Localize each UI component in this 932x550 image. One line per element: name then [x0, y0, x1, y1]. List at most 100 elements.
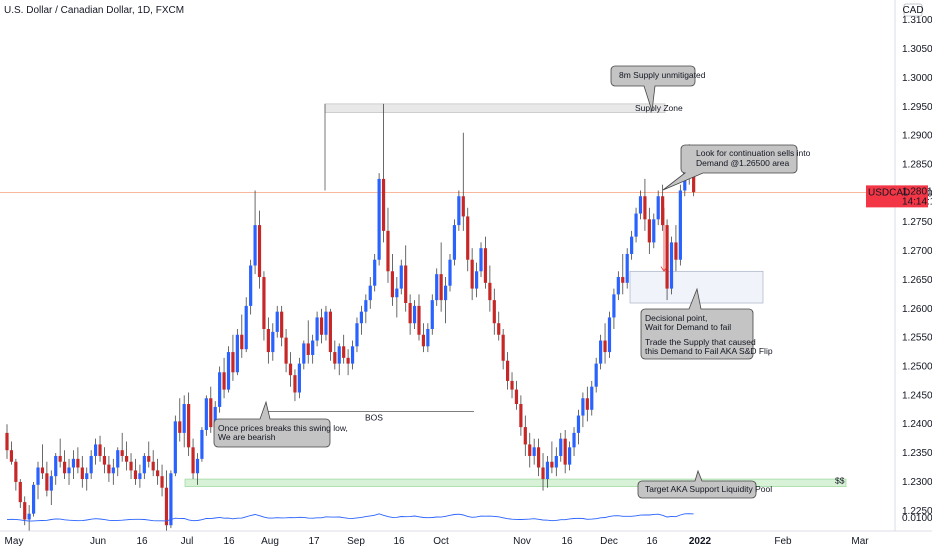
- candle-body[interactable]: [5, 432, 9, 451]
- candle-body[interactable]: [240, 334, 244, 350]
- candle-body[interactable]: [209, 398, 213, 428]
- y-axis-ticks[interactable]: 1.22500 1.23000 1.23500 1.24000 1.24500 1.250…: [902, 15, 932, 524]
- candle-body[interactable]: [151, 461, 155, 471]
- candle-body[interactable]: [381, 178, 386, 231]
- candle-body[interactable]: [337, 346, 341, 364]
- candle-body[interactable]: [483, 248, 488, 283]
- candle-body[interactable]: [399, 265, 403, 289]
- candle-body[interactable]: [98, 444, 102, 456]
- candle-body[interactable]: [147, 455, 151, 462]
- candle-body[interactable]: [550, 461, 554, 468]
- candle-body[interactable]: [306, 343, 310, 355]
- candle-body[interactable]: [195, 458, 200, 474]
- candle-body[interactable]: [9, 450, 14, 462]
- candle-body[interactable]: [443, 285, 448, 301]
- candle-body[interactable]: [120, 450, 124, 456]
- candle-body[interactable]: [129, 461, 133, 471]
- candle-body[interactable]: [169, 473, 173, 526]
- candle-body[interactable]: [408, 303, 412, 324]
- candle-body[interactable]: [293, 375, 297, 393]
- candle-body[interactable]: [76, 458, 80, 468]
- candle-body[interactable]: [390, 271, 395, 298]
- candle-body[interactable]: [643, 196, 647, 220]
- candle-body[interactable]: [111, 467, 115, 474]
- candle-body[interactable]: [674, 242, 678, 260]
- candle-body[interactable]: [40, 467, 45, 474]
- liquidity-zone[interactable]: [184, 478, 847, 487]
- decision-note[interactable]: Decisional point, Wait for Demand to fai…: [640, 287, 773, 360]
- candle-body[interactable]: [49, 476, 53, 491]
- candle-body[interactable]: [319, 317, 324, 335]
- candle-body[interactable]: [133, 470, 138, 480]
- candle-body[interactable]: [204, 398, 208, 430]
- candle-body[interactable]: [160, 476, 164, 488]
- candle-body[interactable]: [417, 305, 421, 335]
- candle-body[interactable]: [421, 334, 426, 347]
- candle-body[interactable]: [599, 340, 603, 364]
- candle-body[interactable]: [581, 398, 585, 416]
- candle-body[interactable]: [634, 213, 638, 237]
- supply-zone[interactable]: [324, 103, 666, 113]
- candle-body[interactable]: [164, 487, 169, 526]
- candle-body[interactable]: [377, 178, 381, 260]
- candle-body[interactable]: [492, 300, 496, 324]
- candle-body[interactable]: [107, 464, 111, 474]
- candle-body[interactable]: [36, 467, 40, 485]
- candle-body[interactable]: [116, 450, 120, 468]
- candle-body[interactable]: [346, 357, 350, 364]
- candle-body[interactable]: [426, 328, 430, 347]
- target-note[interactable]: Target AKA Support Liquidity Pool: [637, 469, 772, 499]
- candle-body[interactable]: [625, 253, 629, 283]
- candle-body[interactable]: [200, 429, 204, 459]
- candle-body[interactable]: [572, 432, 576, 448]
- candle-body[interactable]: [541, 467, 545, 480]
- candle-body[interactable]: [559, 438, 563, 456]
- candle-body[interactable]: [519, 404, 523, 428]
- candle-body[interactable]: [692, 173, 696, 193]
- candle-body[interactable]: [156, 470, 160, 477]
- candle-body[interactable]: [138, 473, 142, 480]
- candle-body[interactable]: [395, 288, 399, 298]
- candle-body[interactable]: [545, 461, 550, 480]
- candle-body[interactable]: [235, 334, 239, 373]
- candle-body[interactable]: [302, 343, 306, 364]
- candle-body[interactable]: [350, 346, 355, 364]
- candle-body[interactable]: [532, 447, 536, 456]
- candle-body[interactable]: [656, 196, 660, 220]
- candle-body[interactable]: [554, 455, 558, 468]
- candle-body[interactable]: [638, 196, 643, 214]
- candle-body[interactable]: [661, 196, 665, 226]
- candle-body[interactable]: [355, 323, 359, 347]
- candle-body[interactable]: [85, 473, 89, 480]
- candle-body[interactable]: [665, 225, 669, 289]
- candle-body[interactable]: [461, 196, 465, 217]
- candle-body[interactable]: [253, 225, 257, 266]
- candle-body[interactable]: [45, 473, 49, 491]
- candle-body[interactable]: [594, 363, 598, 387]
- candle-body[interactable]: [191, 447, 195, 474]
- candle-body[interactable]: [430, 300, 434, 329]
- candle-body[interactable]: [249, 265, 253, 306]
- candle-body[interactable]: [58, 455, 62, 462]
- candle-body[interactable]: [514, 389, 519, 405]
- candle-body[interactable]: [266, 328, 270, 353]
- candle-body[interactable]: [62, 461, 67, 474]
- candle-body[interactable]: [257, 225, 262, 278]
- candle-body[interactable]: [324, 311, 328, 335]
- candle-body[interactable]: [368, 285, 372, 301]
- candle-body[interactable]: [448, 259, 452, 286]
- candle-body[interactable]: [386, 230, 390, 272]
- candle-body[interactable]: [187, 404, 191, 448]
- candle-body[interactable]: [27, 513, 31, 520]
- candle-body[interactable]: [67, 467, 71, 474]
- supply-note[interactable]: 8m Supply unmitigated: [610, 65, 706, 112]
- candle-body[interactable]: [404, 265, 408, 304]
- candle-body[interactable]: [280, 311, 284, 338]
- candle-body[interactable]: [373, 259, 377, 286]
- candle-body[interactable]: [474, 271, 479, 289]
- candle-body[interactable]: [590, 386, 594, 410]
- candle-body[interactable]: [14, 461, 18, 482]
- candle-body[interactable]: [488, 282, 492, 301]
- candle-body[interactable]: [297, 363, 301, 393]
